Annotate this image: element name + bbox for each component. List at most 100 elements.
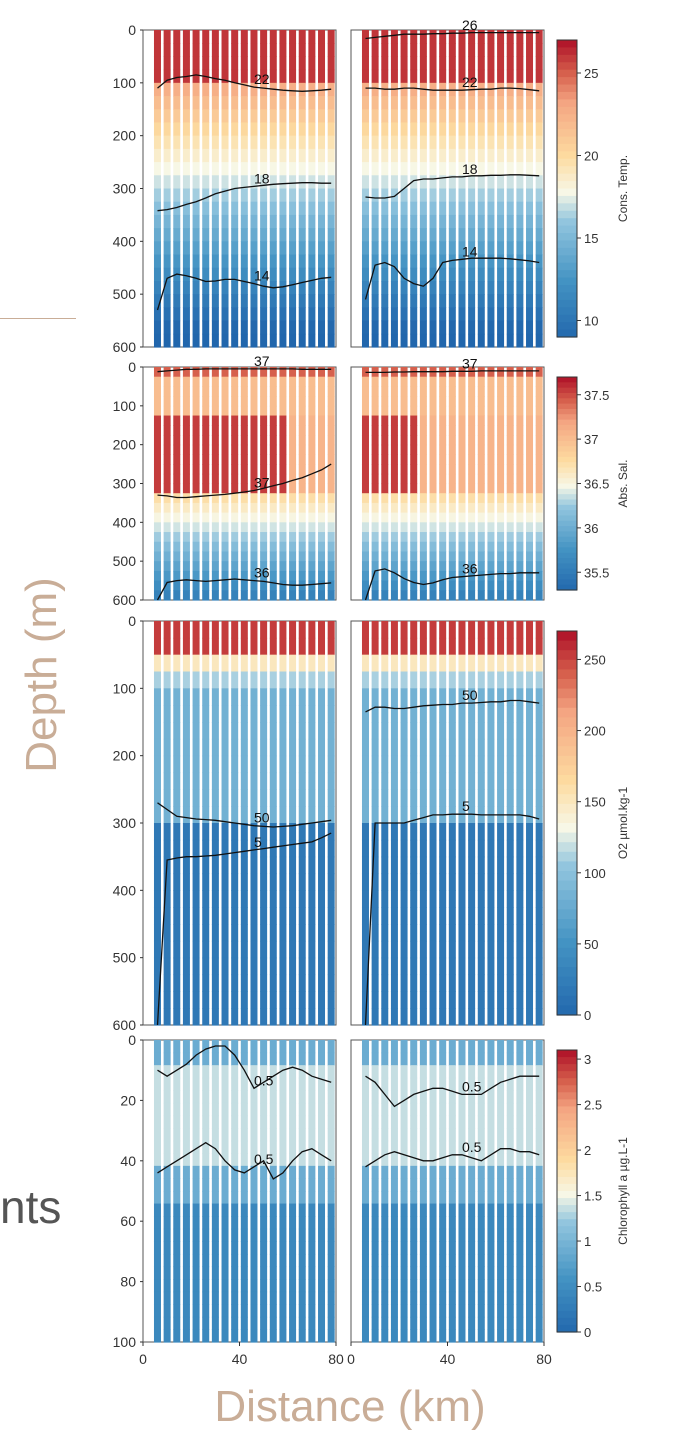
data-cell — [448, 940, 456, 959]
data-cell — [231, 532, 239, 543]
data-cell — [448, 454, 456, 465]
data-cell — [192, 1128, 200, 1142]
data-cell — [327, 755, 335, 774]
data-cell — [535, 396, 543, 407]
data-cell — [439, 532, 447, 543]
data-cell — [260, 1178, 268, 1192]
data-cell — [526, 1128, 534, 1142]
data-cell — [516, 957, 524, 976]
data-cell — [448, 135, 456, 150]
data-cell — [516, 228, 524, 242]
data-cell — [327, 1008, 335, 1026]
data-cell — [211, 1253, 219, 1268]
data-cell — [298, 1052, 306, 1066]
data-cell — [361, 1203, 369, 1217]
contour-line — [365, 31, 540, 40]
data-cell — [526, 940, 534, 959]
data-cell — [535, 1241, 543, 1255]
data-cell — [240, 1128, 248, 1142]
data-cell — [250, 1102, 258, 1117]
colorbar-tick-label: 3 — [584, 1052, 591, 1067]
colorbar-cell — [557, 558, 577, 564]
contour-label: 14 — [462, 243, 478, 259]
data-cell — [535, 415, 543, 426]
data-cell — [468, 1008, 476, 1026]
data-cell — [526, 957, 534, 976]
data-cell — [269, 1052, 277, 1066]
data-cell — [497, 280, 505, 295]
data-cell — [419, 522, 427, 533]
data-cell — [240, 823, 248, 841]
data-cell — [211, 405, 219, 417]
colorbar-cell — [557, 1141, 577, 1150]
data-cell — [153, 957, 161, 976]
data-cell — [381, 444, 389, 455]
data-cell — [477, 755, 485, 774]
data-cell — [163, 1279, 171, 1293]
data-cell — [458, 473, 466, 485]
data-cell — [269, 1329, 277, 1343]
data-cell — [240, 56, 248, 71]
data-cell — [318, 1266, 326, 1280]
data-cell — [279, 532, 287, 543]
data-cell — [327, 789, 335, 807]
data-cell — [390, 789, 398, 807]
data-cell — [410, 1279, 418, 1293]
data-cell — [182, 228, 190, 242]
data-cell — [381, 267, 389, 282]
data-cell — [497, 188, 505, 203]
data-cell — [390, 823, 398, 841]
data-cell — [221, 483, 229, 494]
data-cell — [448, 580, 456, 591]
colorbar-tick-label: 25 — [584, 66, 598, 81]
data-cell — [429, 483, 437, 494]
data-cell — [211, 823, 219, 841]
data-cell — [390, 454, 398, 465]
data-cell — [400, 1178, 408, 1192]
data-cell — [410, 551, 418, 562]
data-cell — [250, 1153, 258, 1167]
data-cell — [361, 890, 369, 908]
data-cell — [458, 1329, 466, 1343]
data-cell — [202, 1065, 210, 1079]
data-cell — [535, 69, 543, 84]
data-cell — [231, 890, 239, 908]
y-tick-label: 500 — [113, 286, 137, 302]
data-cell — [506, 551, 514, 562]
data-cell — [240, 654, 248, 673]
data-cell — [279, 1253, 287, 1268]
data-cell — [429, 1329, 437, 1343]
data-cell — [308, 890, 316, 908]
data-cell — [192, 333, 200, 348]
data-cell — [192, 1065, 200, 1079]
data-cell — [439, 1040, 447, 1054]
data-cell — [298, 502, 306, 514]
data-cell — [477, 561, 485, 572]
data-cell — [260, 1279, 268, 1293]
data-cell — [468, 907, 476, 925]
data-cell — [487, 957, 495, 976]
data-cell — [289, 940, 297, 959]
data-cell — [298, 473, 306, 485]
colorbar-cell — [557, 398, 577, 405]
data-cell — [192, 320, 200, 335]
data-cell — [371, 386, 379, 397]
data-cell — [487, 551, 495, 562]
data-cell — [506, 82, 514, 97]
data-cell — [419, 856, 427, 875]
data-cell — [390, 444, 398, 455]
data-cell — [468, 621, 476, 639]
data-cell — [327, 254, 335, 269]
data-cell — [182, 333, 190, 348]
colorbar-cell — [557, 976, 577, 987]
data-cell — [298, 1040, 306, 1054]
data-cell — [410, 621, 418, 639]
data-cell — [163, 789, 171, 807]
data-cell — [419, 1052, 427, 1066]
data-cell — [487, 823, 495, 841]
data-cell — [400, 671, 408, 689]
data-cell — [260, 873, 268, 891]
data-cell — [487, 56, 495, 71]
data-cell — [477, 1102, 485, 1117]
data-cell — [439, 135, 447, 150]
